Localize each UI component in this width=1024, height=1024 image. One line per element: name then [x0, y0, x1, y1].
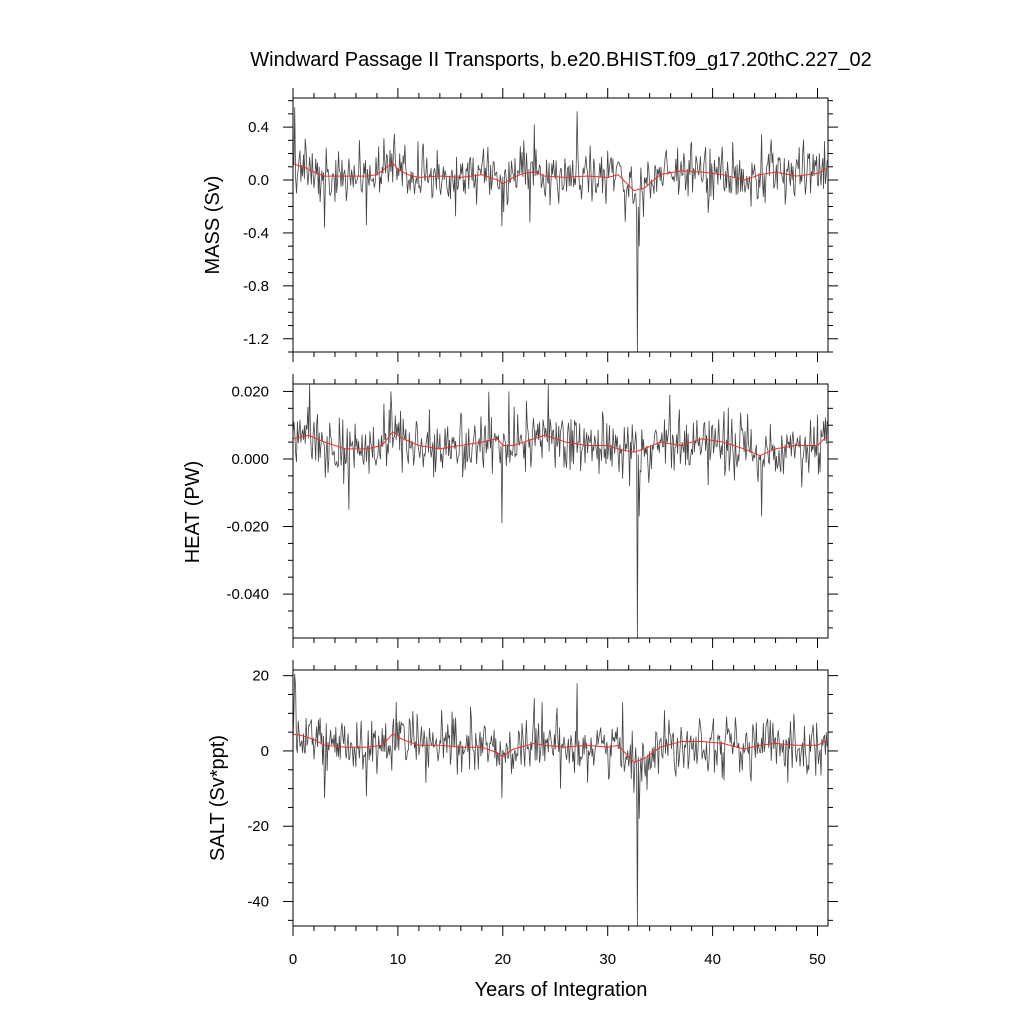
mass-panel: MASS (Sv) 0.4 0.0 -0.4 -0.8 -1.2 — [202, 88, 838, 362]
y-tick-label: 0.020 — [231, 383, 269, 400]
x-tick-label: 0 — [289, 951, 297, 968]
y-tick-label: -40 — [247, 894, 269, 911]
x-tick-label: 50 — [809, 951, 826, 968]
panel-frame — [292, 97, 829, 353]
y-tick-label: 0.000 — [231, 451, 269, 468]
y-tick-label: -20 — [247, 818, 269, 835]
x-tick-label: 20 — [494, 951, 511, 968]
x-axis-label: Years of Integration — [475, 979, 648, 1001]
y-tick-label: -0.4 — [243, 225, 269, 242]
x-tick-label: 30 — [599, 951, 616, 968]
smoothed-series-line — [293, 162, 828, 192]
y-tick-label: -1.2 — [243, 331, 269, 348]
raw-series-line — [293, 107, 828, 352]
x-tick-label: 40 — [704, 951, 721, 968]
figure-title: Windward Passage II Transports, b.e20.BH… — [250, 49, 871, 71]
y-tick-label: -0.8 — [243, 278, 269, 295]
salt-ylabel: SALT (Sv*ppt) — [207, 735, 229, 861]
raw-series-line — [293, 673, 828, 926]
heat-panel: HEAT (PW) 0.020 0.000 -0.020 -0.040 — [182, 374, 838, 648]
y-tick-label: 0.4 — [248, 119, 269, 136]
y-tick-label: 20 — [252, 668, 269, 685]
panel-frame — [292, 383, 829, 639]
smoothed-series-line — [293, 733, 828, 763]
y-tick-label: 0.0 — [248, 172, 269, 189]
panel-frame — [292, 669, 829, 927]
x-tick-labels: 0 10 20 30 40 50 — [289, 951, 826, 968]
y-tick-label: 0 — [261, 743, 269, 760]
y-tick-label: -0.040 — [226, 586, 269, 603]
heat-ylabel: HEAT (PW) — [182, 461, 204, 564]
y-tick-label: -0.020 — [226, 519, 269, 536]
mass-ylabel: MASS (Sv) — [202, 176, 224, 275]
smoothed-series-line — [293, 431, 828, 457]
raw-series-line — [293, 384, 828, 638]
salt-panel: SALT (Sv*ppt) 20 0 -20 -40 — [207, 660, 838, 936]
x-tick-label: 10 — [390, 951, 407, 968]
